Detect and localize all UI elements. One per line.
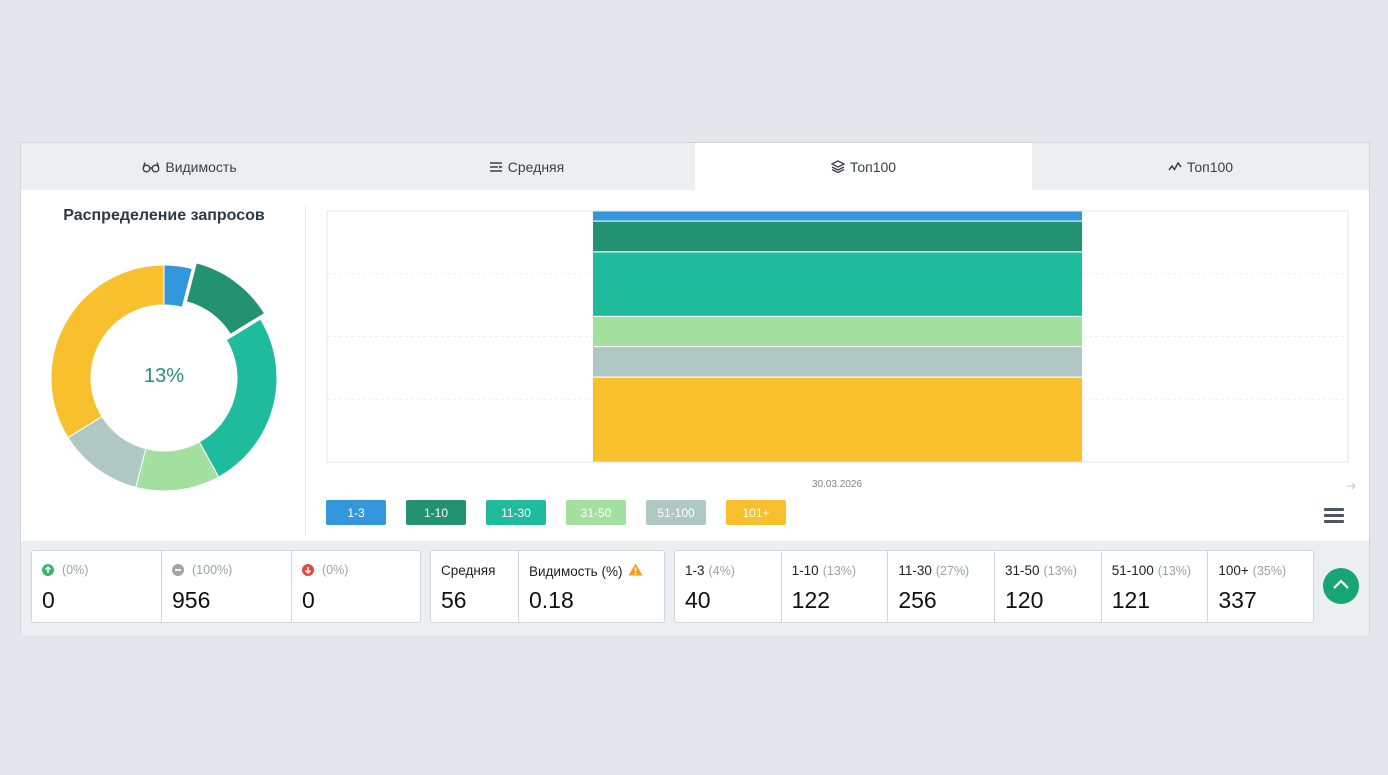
stat-pct: (100%) [192, 563, 233, 577]
donut-slice-1-10[interactable] [185, 262, 266, 335]
stat-unchanged: (100%) 956 [162, 551, 292, 622]
stacked-bar-chart: 30.03.2026 [326, 210, 1356, 490]
chart-menu-button[interactable] [1324, 508, 1344, 524]
stat-improved: (0%) 0 [32, 551, 162, 622]
bar-segment-51-100[interactable] [591, 346, 1084, 378]
layers-icon [830, 160, 845, 173]
stat-range: 1-10 (13%) 122 [782, 551, 889, 622]
chart-plot-border [326, 210, 1349, 463]
stat-value: 0.18 [529, 587, 574, 613]
stat-pct: (13%) [1043, 563, 1077, 578]
tab-top100-dynamics[interactable]: Топ100 [1032, 143, 1369, 190]
tab-bar: Видимость Средняя Топ100 Топ100 [21, 143, 1369, 190]
stat-label: 100+ [1218, 563, 1249, 578]
arrow-right-icon [1347, 482, 1356, 490]
stat-range: 11-30 (27%) 256 [888, 551, 996, 622]
legend-item[interactable]: 101+ [726, 500, 786, 525]
stat-pct: (4%) [708, 563, 735, 578]
stat-average: Средняя 56 [431, 551, 519, 622]
arrow-up-icon [42, 564, 54, 576]
stat-pct: (13%) [822, 563, 857, 578]
distribution-panel: Видимость Средняя Топ100 Топ100 Распреде… [20, 142, 1370, 635]
stat-pct: (13%) [1157, 563, 1192, 578]
tab-label: Топ100 [849, 158, 897, 175]
stat-pct: (0%) [322, 563, 349, 577]
stat-value: 121 [1111, 587, 1151, 613]
stat-value: 120 [1005, 587, 1044, 613]
donut-slice-101+[interactable] [50, 264, 165, 439]
stat-declined: (0%) 0 [292, 551, 420, 622]
arrow-down-icon [302, 564, 314, 576]
stat-value: 0 [302, 587, 315, 613]
change-stats-group: (0%) 0 (100%) 956 (0%) 0 [31, 550, 421, 623]
hamburger-icon [1324, 508, 1344, 511]
tab-label: Средняя [507, 158, 565, 175]
legend-item[interactable]: 1-3 [326, 500, 386, 525]
stat-label: 31-50 [1005, 563, 1040, 578]
equal-icon [172, 564, 184, 576]
stat-pct: (27%) [935, 563, 970, 578]
bar-segment-101+[interactable] [591, 376, 1084, 463]
tab-label: Видимость [165, 158, 237, 175]
donut-slice-1-3[interactable] [163, 264, 193, 308]
stat-range: 31-50 (13%) 120 [995, 551, 1102, 622]
tab-label: Топ100 [1186, 158, 1234, 175]
stat-value: 337 [1218, 587, 1257, 613]
stat-pct: (0%) [62, 563, 89, 577]
stat-value: 256 [898, 587, 937, 613]
legend-item[interactable]: 11-30 [486, 500, 546, 525]
average-stats-group: Средняя 56 Видимость (%) 0.18 [430, 550, 665, 623]
chart-legend: 1-3 1-10 11-30 31-50 51-100 101+ [326, 500, 786, 525]
donut-center-label: 13% [144, 365, 184, 387]
stat-value: 56 [441, 587, 467, 613]
bar-segment-1-10[interactable] [591, 220, 1084, 253]
stat-value: 956 [172, 587, 211, 613]
range-stats-group: 1-3 (4%) 40 1-10 (13%) 122 11-30 (27%) 256 31-50(… [674, 550, 1314, 623]
section-divider [305, 206, 306, 536]
stats-bar: (0%) 0 (100%) 956 (0%) 0 Средняя 56 [21, 541, 1369, 635]
stat-label: Средняя [441, 563, 496, 578]
stat-value: 40 [685, 587, 711, 613]
stat-label: 51-100 [1111, 563, 1154, 578]
stat-value: 122 [791, 587, 831, 613]
lines-icon [489, 161, 503, 173]
warning-icon[interactable] [628, 563, 643, 579]
chevron-up-icon [1332, 577, 1350, 595]
legend-item[interactable]: 31-50 [566, 500, 626, 525]
scroll-up-button[interactable] [1323, 568, 1359, 604]
bar-segment-1-3[interactable] [591, 210, 1084, 222]
donut-title: Распределение запросов [63, 207, 265, 224]
donut-chart: 13% [50, 262, 278, 492]
legend-item[interactable]: 51-100 [646, 500, 706, 525]
donut-slice-11-30[interactable] [198, 318, 278, 478]
legend-item[interactable]: 1-10 [406, 500, 466, 525]
stat-label: 1-3 [685, 563, 705, 578]
stat-visibility: Видимость (%) 0.18 [519, 551, 664, 622]
stat-value: 0 [42, 587, 55, 613]
bar-segment-11-30[interactable] [591, 251, 1084, 317]
tab-visibility[interactable]: Видимость [21, 143, 358, 190]
bar-segment-31-50[interactable] [591, 315, 1084, 348]
tab-top100-distribution[interactable]: Топ100 [695, 143, 1032, 190]
x-tick-label: 30.03.2026 [812, 479, 862, 490]
stat-pct: (35%) [1252, 563, 1287, 578]
stat-range: 1-3 (4%) 40 [675, 551, 782, 622]
stat-range: 51-100 (13%) 121 [1102, 551, 1209, 622]
stat-label: 11-30 [898, 563, 932, 578]
donut-section: Распределение запросов 13% [21, 190, 307, 540]
stat-range: 100+ (35%) 337 [1208, 551, 1313, 622]
stat-label: Видимость (%) [529, 563, 623, 579]
activity-icon [1168, 161, 1182, 173]
glasses-icon [142, 161, 160, 173]
tab-average[interactable]: Средняя [358, 143, 695, 190]
stat-label: 1-10 [791, 563, 819, 578]
